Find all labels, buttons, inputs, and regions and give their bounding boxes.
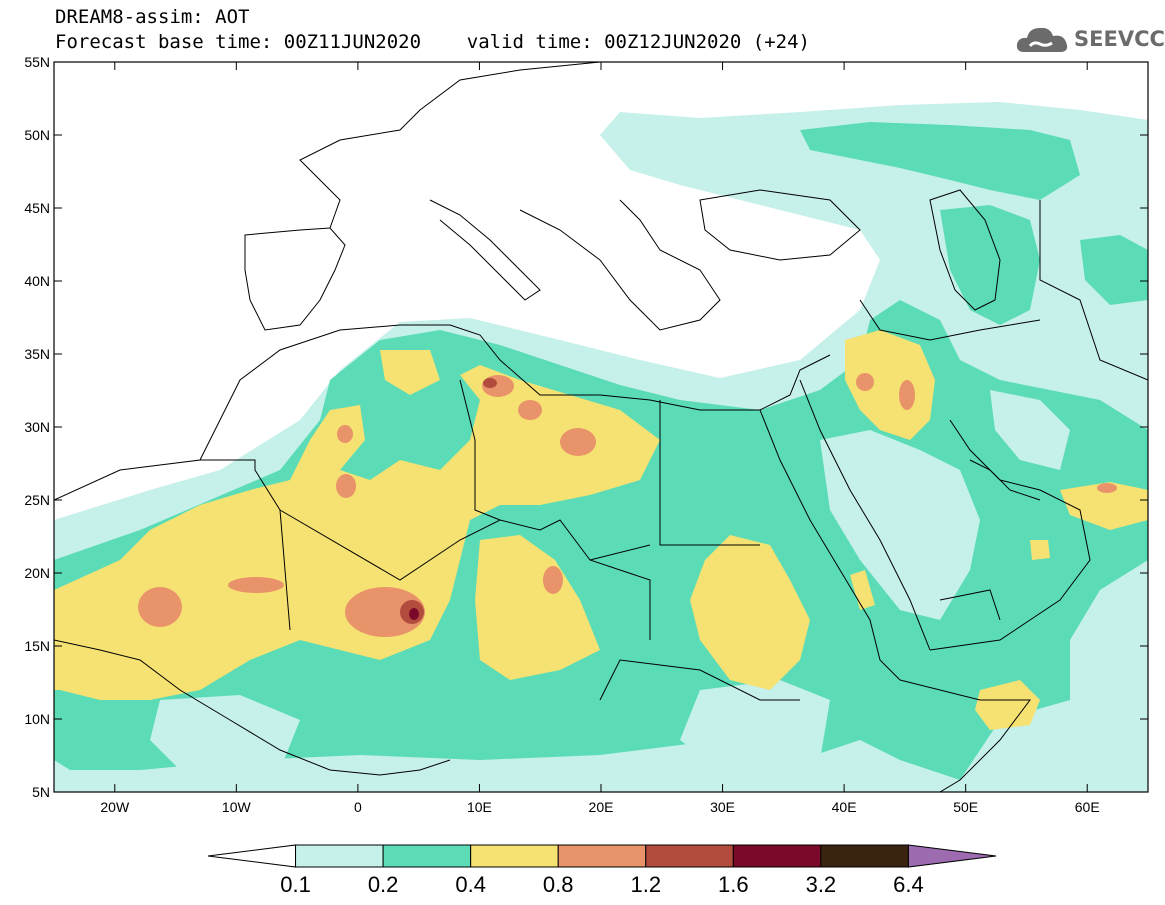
colorbar-level-label: 1.6 xyxy=(718,872,749,897)
lat-tick-label: 30N xyxy=(24,419,50,435)
seevccc-logo: SEEVCCC xyxy=(1016,22,1165,58)
lon-tick-label: 50E xyxy=(953,799,978,815)
lat-tick-label: 10N xyxy=(24,711,50,727)
chart-subtitle: Forecast base time: 00Z11JUN2020 valid t… xyxy=(55,31,810,53)
lon-tick-label: 30E xyxy=(710,799,735,815)
colorbar-labels: 0.1 0.2 0.4 0.8 1.2 1.6 3.2 6.4 xyxy=(280,872,923,897)
lat-tick-label: 25N xyxy=(24,492,50,508)
lon-tick-label: 0 xyxy=(354,799,362,815)
colorbar-level-label: 6.4 xyxy=(893,872,924,897)
colorbar-level-label: 0.2 xyxy=(368,872,399,897)
lat-tick-label: 20N xyxy=(24,565,50,581)
colorbar-segment xyxy=(557,844,647,868)
aot-band-1.6-3.2 xyxy=(409,608,419,620)
lat-tick-label: 15N xyxy=(24,638,50,654)
colorbar xyxy=(207,844,997,868)
colorbar-segment xyxy=(295,844,384,868)
lon-tick-label: 10W xyxy=(222,799,252,815)
colorbar-segment xyxy=(207,844,297,868)
lon-tick-label: 20W xyxy=(100,799,130,815)
lat-tick-label: 45N xyxy=(24,200,50,216)
lat-tick-label: 55N xyxy=(24,54,50,70)
lat-tick-label: 35N xyxy=(24,346,50,362)
lon-tick-label: 40E xyxy=(832,799,857,815)
colorbar-segment xyxy=(907,844,997,868)
logo-text: SEEVCCC xyxy=(1074,27,1165,51)
aot-band-0.1-0.2-patches xyxy=(150,390,1070,770)
lat-tick-label: 5N xyxy=(32,784,50,800)
colorbar-level-label: 0.1 xyxy=(280,872,311,897)
aot-band-0.8-1.2 xyxy=(138,373,1117,637)
lat-tick-label: 50N xyxy=(24,127,50,143)
lon-tick-label: 20E xyxy=(589,799,614,815)
colorbar-segment xyxy=(820,844,909,868)
longitude-axis: 20W 10W 0 10E 20E 30E 40E 50E 60E xyxy=(100,62,1100,815)
colorbar-level-label: 0.4 xyxy=(455,872,486,897)
colorbar-level-label: 3.2 xyxy=(806,872,837,897)
colorbar-segment xyxy=(645,844,734,868)
coastlines xyxy=(54,62,1148,792)
lat-tick-label: 40N xyxy=(24,273,50,289)
aot-band-0.4-0.8 xyxy=(54,330,1148,730)
cloud-icon xyxy=(1016,27,1068,52)
lon-tick-label: 10E xyxy=(467,799,492,815)
colorbar-segment xyxy=(470,844,559,868)
colorbar-level-label: 1.2 xyxy=(630,872,661,897)
latitude-axis: 55N 50N 45N 40N 35N 30N 25N 20N 15N 10N 5N xyxy=(24,54,1148,800)
colorbar-level-label: 0.8 xyxy=(543,872,574,897)
chart-title: DREAM8-assim: AOT xyxy=(55,6,250,28)
colorbar-segment xyxy=(732,844,822,868)
colorbar-segment xyxy=(382,844,472,868)
lon-tick-label: 60E xyxy=(1075,799,1100,815)
aot-field xyxy=(54,62,1148,792)
